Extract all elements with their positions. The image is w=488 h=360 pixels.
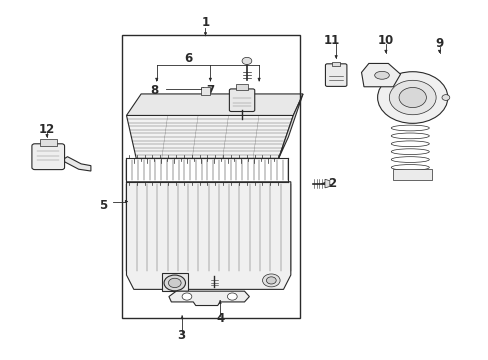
Text: 7: 7: [206, 84, 214, 97]
Polygon shape: [126, 182, 290, 289]
Text: 1: 1: [201, 16, 209, 29]
Bar: [392, 169, 431, 180]
Circle shape: [398, 87, 426, 108]
FancyBboxPatch shape: [229, 89, 254, 112]
Text: 8: 8: [150, 84, 158, 97]
Text: 11: 11: [324, 33, 340, 47]
Bar: [331, 62, 339, 66]
Circle shape: [163, 275, 185, 291]
Text: 10: 10: [377, 33, 393, 47]
Circle shape: [242, 57, 251, 64]
FancyBboxPatch shape: [325, 64, 346, 86]
Bar: [40, 139, 57, 146]
Circle shape: [266, 277, 276, 284]
Polygon shape: [278, 94, 303, 158]
Circle shape: [168, 278, 181, 288]
Polygon shape: [325, 179, 329, 188]
Ellipse shape: [374, 71, 388, 79]
Text: 12: 12: [39, 123, 55, 136]
Polygon shape: [361, 63, 400, 87]
Polygon shape: [61, 157, 91, 171]
Text: 9: 9: [434, 37, 443, 50]
Bar: [122, 35, 299, 318]
FancyBboxPatch shape: [32, 144, 64, 170]
Text: 4: 4: [216, 311, 224, 325]
Text: 2: 2: [327, 177, 336, 190]
Circle shape: [377, 72, 447, 123]
Circle shape: [441, 95, 449, 100]
Text: 6: 6: [184, 51, 192, 64]
Polygon shape: [168, 291, 249, 306]
Bar: [161, 273, 188, 291]
Circle shape: [227, 293, 237, 300]
Polygon shape: [126, 116, 293, 158]
Circle shape: [262, 274, 280, 287]
Circle shape: [182, 293, 191, 300]
Bar: [236, 84, 247, 90]
Text: 5: 5: [99, 199, 107, 212]
Circle shape: [388, 80, 435, 115]
Bar: [200, 87, 210, 95]
Text: 3: 3: [177, 329, 185, 342]
Polygon shape: [126, 94, 303, 116]
